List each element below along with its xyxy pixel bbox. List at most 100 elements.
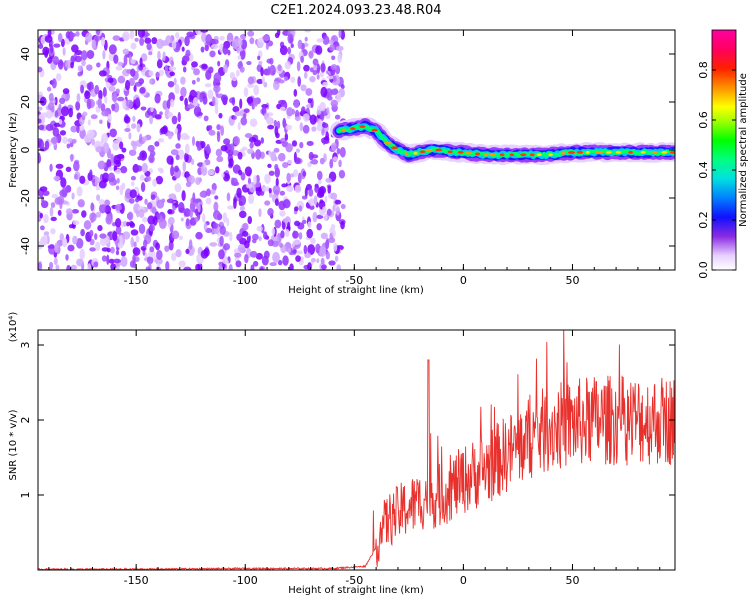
noise-blob xyxy=(181,190,186,202)
noise-blob xyxy=(313,64,318,70)
signal-peak xyxy=(359,125,366,129)
noise-blob xyxy=(258,236,262,242)
noise-blob xyxy=(107,172,116,183)
noise-blob xyxy=(215,166,220,174)
noise-blob xyxy=(61,187,68,198)
noise-blob xyxy=(120,250,126,257)
colorbar-tick-label: 0.8 xyxy=(697,61,710,79)
noise-blob xyxy=(168,216,175,225)
noise-blob xyxy=(292,249,297,254)
noise-blob xyxy=(322,139,330,144)
noise-blob xyxy=(76,124,80,134)
noise-blob xyxy=(80,50,88,61)
snr-plot-area xyxy=(38,330,675,570)
noise-blob xyxy=(48,92,54,102)
noise-blob xyxy=(53,43,61,48)
noise-blob xyxy=(337,53,342,64)
noise-blob xyxy=(249,37,255,45)
noise-blob xyxy=(311,126,317,132)
noise-blob xyxy=(65,254,69,261)
noise-blob xyxy=(278,152,286,162)
noise-blob xyxy=(70,264,78,270)
noise-blob xyxy=(338,30,342,38)
noise-blob xyxy=(205,197,212,205)
noise-blob xyxy=(202,95,208,105)
noise-blob xyxy=(112,35,121,41)
noise-blob xyxy=(177,111,181,123)
noise-blob xyxy=(285,124,293,131)
noise-blob xyxy=(154,257,163,265)
noise-blob xyxy=(41,235,48,246)
noise-blob xyxy=(116,136,123,143)
colorbar: 0.0 0.2 0.4 0.6 0.8 Normalized spectral ampl… xyxy=(697,29,749,279)
noise-blob xyxy=(150,106,154,113)
noise-blob xyxy=(332,156,338,162)
noise-blob xyxy=(229,143,235,152)
noise-blob xyxy=(274,198,279,206)
noise-blob xyxy=(307,97,312,104)
spectrogram-y-axis-label: Frequency (Hz) xyxy=(8,112,19,188)
signal-peak xyxy=(520,153,527,157)
noise-blob xyxy=(96,194,101,201)
noise-blob xyxy=(182,66,187,73)
noise-blob xyxy=(290,43,294,48)
noise-blob xyxy=(104,199,111,207)
noise-blob xyxy=(320,232,328,240)
noise-blob xyxy=(62,47,66,56)
noise-blob xyxy=(155,242,160,251)
noise-blob xyxy=(199,191,206,198)
noise-blob xyxy=(195,208,199,217)
noise-blob xyxy=(191,136,196,146)
noise-blob xyxy=(138,133,143,144)
signal-peak xyxy=(390,146,399,150)
noise-blob xyxy=(72,220,80,226)
noise-blob xyxy=(59,97,66,105)
noise-blob xyxy=(53,122,61,128)
noise-blob xyxy=(97,97,102,109)
noise-blob xyxy=(316,109,322,116)
noise-blob xyxy=(157,138,165,143)
noise-blob xyxy=(297,39,303,50)
noise-blob xyxy=(91,39,97,50)
noise-blob xyxy=(285,143,293,153)
noise-blob xyxy=(171,252,177,262)
noise-blob xyxy=(75,101,81,111)
noise-blob xyxy=(169,98,175,108)
noise-blob xyxy=(247,83,255,88)
noise-blob xyxy=(142,217,148,223)
noise-blob xyxy=(95,145,103,153)
noise-blob xyxy=(119,141,124,150)
noise-blob xyxy=(100,103,106,113)
noise-blob xyxy=(98,199,105,205)
snr-y-ticks: 1 2 3 xyxy=(19,342,675,499)
noise-blob xyxy=(228,158,234,168)
noise-blob xyxy=(316,74,320,80)
noise-blob xyxy=(275,132,280,139)
noise-blob xyxy=(293,169,299,178)
noise-blob xyxy=(324,213,328,222)
noise-blob xyxy=(249,141,254,149)
noise-blob xyxy=(320,257,325,265)
noise-blob xyxy=(233,198,237,209)
noise-blob xyxy=(247,148,254,155)
noise-blob xyxy=(294,116,301,121)
noise-blob xyxy=(146,202,153,210)
noise-blob xyxy=(226,192,231,202)
colorbar-gradient xyxy=(711,29,737,271)
noise-blob xyxy=(259,191,265,196)
noise-blob xyxy=(302,124,310,134)
noise-blob xyxy=(143,239,148,248)
snr-multiplier-label: (x10⁴) xyxy=(8,312,19,343)
noise-blob xyxy=(40,112,49,118)
noise-blob xyxy=(287,248,292,253)
noise-blob xyxy=(291,140,298,147)
noise-blob xyxy=(139,174,145,181)
noise-blob xyxy=(67,244,75,252)
noise-blob xyxy=(44,140,50,150)
noise-blob xyxy=(312,58,319,66)
spectrogram-plot-area xyxy=(38,30,675,270)
noise-blob xyxy=(71,44,79,53)
noise-blob xyxy=(123,54,128,66)
noise-blob xyxy=(312,211,318,223)
noise-blob xyxy=(222,212,228,223)
